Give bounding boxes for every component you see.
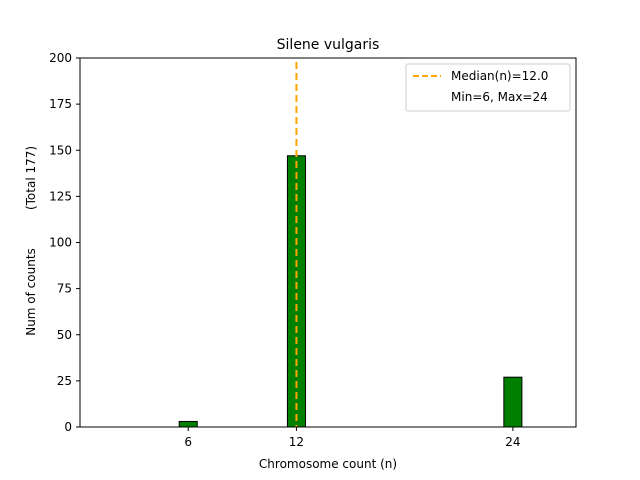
y-axis-total-label: (Total 177) [24, 146, 38, 210]
bar-24 [503, 376, 523, 428]
legend-box [405, 63, 571, 112]
legend-entry-median: Median(n)=12.0 [451, 69, 548, 83]
x-axis-ticks: 6 12 24 [184, 427, 521, 449]
y-tick-label-175: 175 [49, 97, 72, 111]
plot-frame [79, 57, 577, 428]
y-tick-label-0: 0 [64, 420, 72, 434]
y-tick-label-125: 125 [49, 189, 72, 203]
y-tick-label-100: 100 [49, 236, 72, 250]
x-tick-label-24: 24 [505, 435, 520, 449]
y-tick-label-75: 75 [57, 282, 72, 296]
y-tick-label-200: 200 [49, 51, 72, 65]
legend-entry-minmax: Min=6, Max=24 [451, 90, 548, 104]
x-tick-label-6: 6 [184, 435, 192, 449]
y-tick-label-150: 150 [49, 143, 72, 157]
x-tick-label-12: 12 [289, 435, 304, 449]
y-tick-label-25: 25 [57, 374, 72, 388]
y-tick-label-50: 50 [57, 328, 72, 342]
bar-6 [178, 420, 198, 428]
bars-group [178, 155, 558, 428]
y-axis-label: Num of counts [24, 248, 38, 336]
y-axis-ticks: 0 25 50 75 100 125 150 175 200 [49, 51, 80, 434]
x-axis-label: Chromosome count (n) [259, 457, 397, 471]
legend: Median(n)=12.0 Min=6, Max=24 [405, 63, 571, 112]
chart-title: Silene vulgaris [277, 37, 380, 53]
